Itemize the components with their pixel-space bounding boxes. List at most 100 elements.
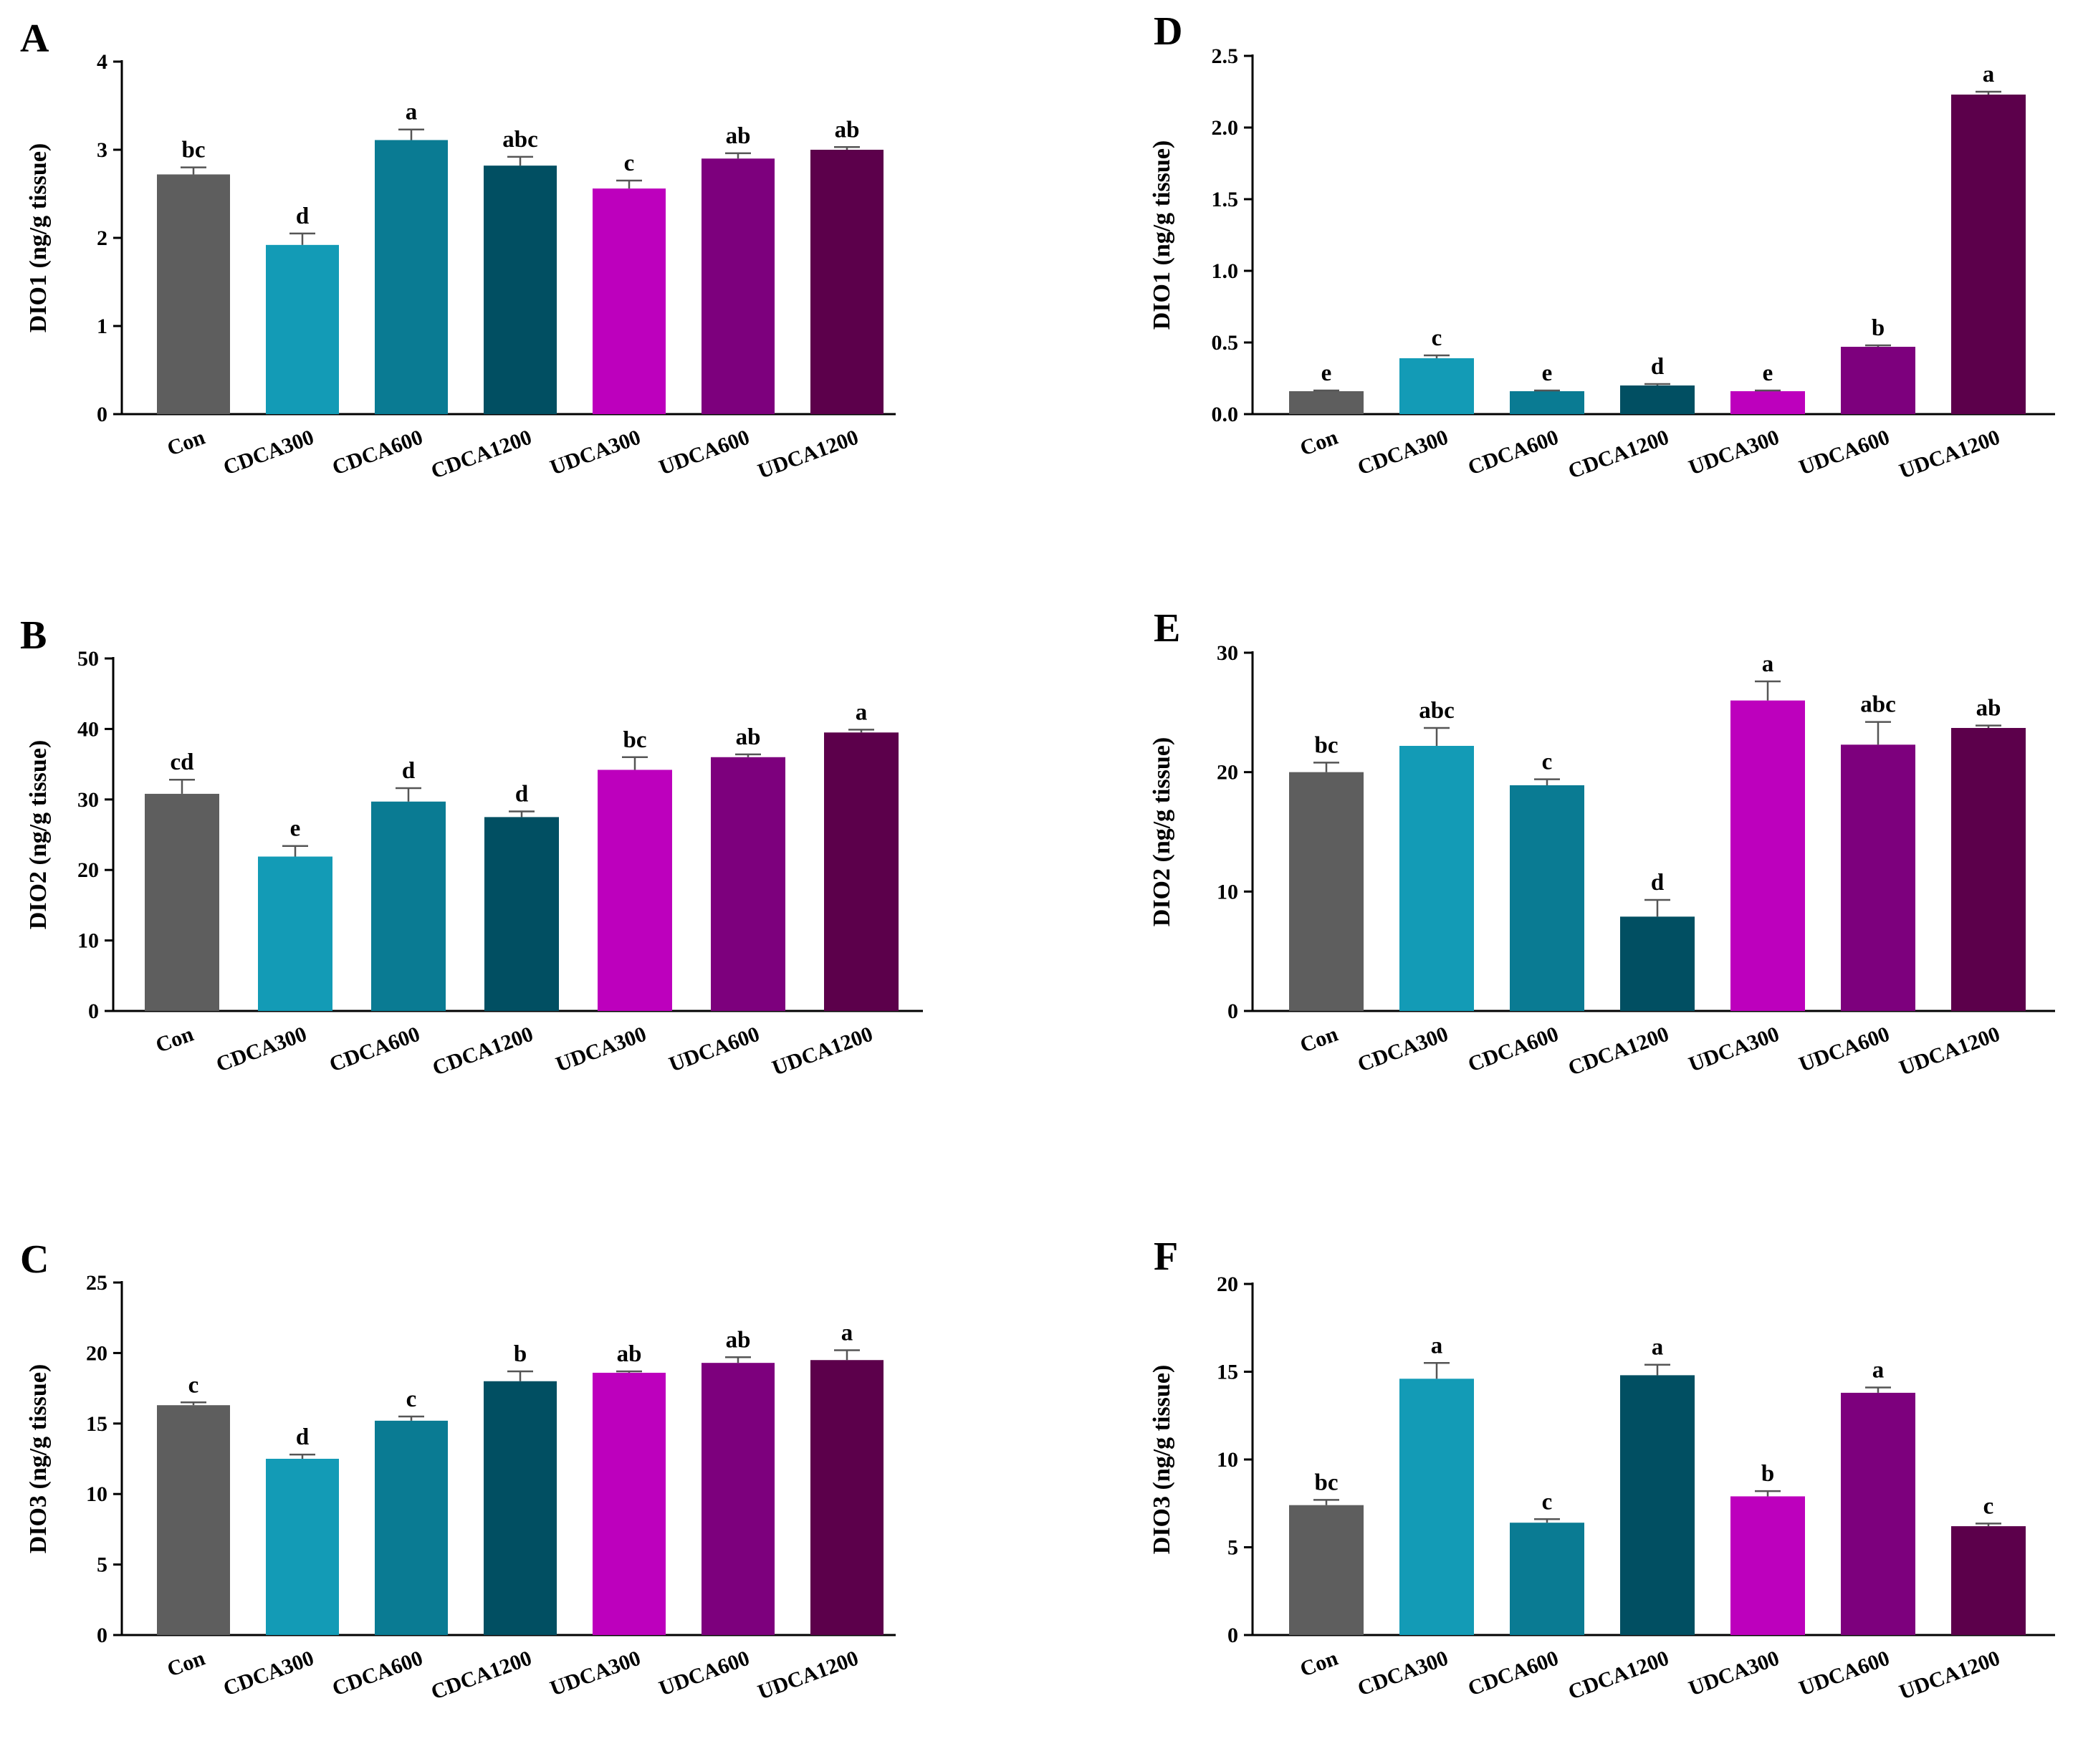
- y-tick-label: 1.5: [1212, 188, 1239, 211]
- significance-letter: c: [1542, 1489, 1553, 1515]
- significance-letter: c: [1542, 749, 1553, 775]
- y-axis-label-D: DIO1 (ng/g tissue): [1149, 140, 1175, 330]
- x-tick-label: UDCA600: [1796, 426, 1892, 480]
- x-tick-label: CDCA600: [1465, 1022, 1561, 1077]
- x-tick-label: Con: [1297, 425, 1341, 460]
- x-tick-label: CDCA600: [1465, 1646, 1561, 1701]
- y-tick-label: 2.5: [1212, 44, 1239, 68]
- x-tick-label: CDCA300: [1354, 426, 1451, 480]
- significance-letter: d: [402, 758, 415, 784]
- significance-letter: c: [1432, 325, 1442, 351]
- panel-label-E: E: [1154, 606, 1180, 651]
- bar-CDCA300: [258, 856, 332, 1011]
- bar-Con: [1289, 772, 1364, 1011]
- bar-Con: [1289, 391, 1364, 414]
- panel-label-F: F: [1154, 1235, 1178, 1279]
- x-tick-label: UDCA1200: [1896, 426, 2003, 484]
- x-tick-label: UDCA600: [656, 1646, 752, 1701]
- bar-CDCA1200: [1620, 385, 1695, 414]
- y-tick-label: 0: [97, 1624, 107, 1647]
- significance-letter: a: [1872, 1358, 1885, 1384]
- x-tick-label: CDCA600: [329, 1646, 426, 1701]
- panel-label-C: C: [20, 1237, 49, 1282]
- y-tick-label: 50: [77, 647, 99, 671]
- bar-UDCA600: [702, 1363, 775, 1635]
- x-tick-label: Con: [1297, 1646, 1341, 1681]
- bar-CDCA300: [1399, 358, 1474, 414]
- x-tick-label: CDCA1200: [1565, 426, 1672, 484]
- y-tick-label: 1.0: [1212, 259, 1239, 283]
- x-tick-label: UDCA600: [1796, 1022, 1892, 1077]
- y-tick-label: 0: [88, 1000, 99, 1023]
- bar-UDCA1200: [810, 150, 884, 414]
- y-axis-label-C: DIO3 (ng/g tissue): [25, 1364, 52, 1553]
- bar-UDCA600: [711, 757, 785, 1011]
- x-tick-label: CDCA1200: [1565, 1646, 1672, 1705]
- x-tick-label: CDCA600: [329, 426, 426, 480]
- x-tick-label: CDCA300: [220, 426, 317, 480]
- x-tick-label: CDCA600: [326, 1022, 423, 1077]
- y-tick-label: 2: [97, 226, 107, 250]
- y-axis-label-E: DIO2 (ng/g tissue): [1149, 737, 1175, 926]
- y-axis-label-A: DIO1 (ng/g tissue): [25, 143, 52, 332]
- y-tick-label: 10: [77, 929, 99, 953]
- panel-B: B DIO2 (ng/g tissue) 0 10 20 30 40 50 cd Con e CDCA…: [20, 613, 923, 1080]
- bar-CDCA1200: [484, 1381, 557, 1635]
- significance-letter: e: [1321, 360, 1332, 386]
- x-tick-label: UDCA1200: [1896, 1646, 2003, 1705]
- x-tick-label: UDCA300: [552, 1022, 649, 1077]
- x-tick-label: UDCA300: [1685, 1022, 1782, 1077]
- panel-C: C DIO3 (ng/g tissue) 0 5 10 15 20 25 c Con d CDCA30…: [20, 1237, 896, 1705]
- significance-letter: e: [1542, 360, 1553, 386]
- bar-CDCA600: [1510, 1523, 1584, 1635]
- bar-Con: [157, 174, 230, 414]
- y-tick-label: 0.0: [1212, 403, 1239, 426]
- bar-UDCA300: [593, 1372, 666, 1635]
- x-tick-label: UDCA300: [1685, 1646, 1782, 1701]
- x-tick-label: CDCA300: [1354, 1022, 1451, 1077]
- significance-letter: c: [624, 150, 635, 176]
- significance-letter: ab: [736, 724, 761, 750]
- bar-UDCA600: [1841, 347, 1915, 414]
- y-tick-label: 15: [1217, 1361, 1238, 1384]
- significance-letter: abc: [1419, 698, 1455, 724]
- panel-D: D DIO1 (ng/g tissue) 0.0 0.5 1.0 1.5 2.0 2.5 e Co…: [1149, 9, 2055, 484]
- y-tick-label: 20: [77, 858, 99, 882]
- x-tick-label: UDCA300: [547, 1646, 643, 1701]
- bar-CDCA1200: [484, 817, 559, 1011]
- significance-letter: ab: [726, 123, 751, 149]
- x-tick-label: UDCA1200: [769, 1022, 876, 1080]
- x-tick-label: Con: [164, 1646, 209, 1681]
- y-tick-label: 0.5: [1212, 331, 1239, 355]
- y-tick-label: 20: [86, 1341, 107, 1365]
- bar-UDCA300: [1730, 391, 1805, 414]
- bar-UDCA1200: [1951, 1526, 2026, 1635]
- x-tick-label: UDCA1200: [755, 1646, 861, 1705]
- significance-letter: c: [406, 1386, 417, 1412]
- y-tick-label: 2.0: [1212, 116, 1239, 140]
- bar-UDCA600: [1841, 744, 1915, 1011]
- y-tick-label: 3: [97, 138, 107, 162]
- significance-letter: bc: [1315, 1470, 1339, 1495]
- x-tick-label: CDCA1200: [428, 1646, 535, 1705]
- bar-Con: [145, 793, 219, 1011]
- x-tick-label: CDCA1200: [428, 426, 535, 484]
- y-tick-label: 30: [77, 788, 99, 812]
- panel-label-B: B: [20, 613, 47, 658]
- significance-letter: d: [1651, 354, 1664, 380]
- y-tick-label: 1: [97, 315, 107, 338]
- y-axis-label-F: DIO3 (ng/g tissue): [1149, 1365, 1175, 1554]
- x-tick-label: Con: [164, 425, 209, 460]
- bar-Con: [1289, 1505, 1364, 1635]
- bar-CDCA1200: [1620, 1375, 1695, 1635]
- significance-letter: ab: [835, 117, 860, 143]
- significance-letter: d: [1651, 870, 1664, 896]
- significance-letter: d: [515, 782, 528, 807]
- bar-UDCA300: [1730, 1496, 1805, 1635]
- y-tick-label: 0: [97, 403, 107, 426]
- y-tick-label: 5: [1227, 1536, 1238, 1560]
- x-tick-label: CDCA1200: [1565, 1022, 1672, 1080]
- bar-CDCA300: [266, 244, 339, 414]
